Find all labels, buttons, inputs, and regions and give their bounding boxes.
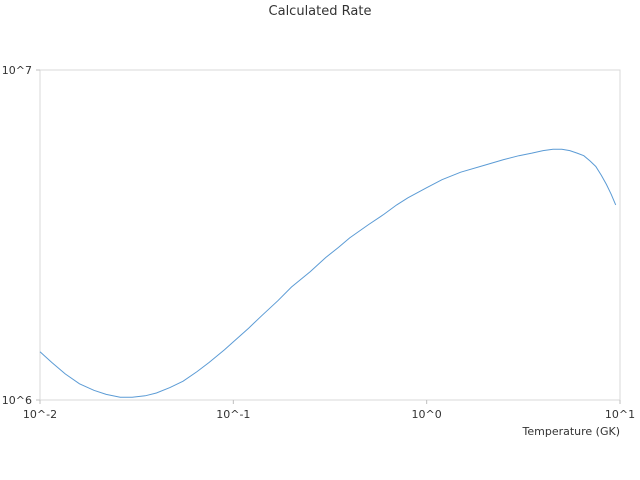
x-axis-label: Temperature (GK) [522,425,621,438]
x-tick-label: 10^-1 [216,408,250,421]
y-axis-ticks: 10^6 10^7 [2,64,40,407]
x-tick-label: 10^1 [605,408,635,421]
x-tick-label: 10^0 [412,408,442,421]
y-tick-label: 10^7 [2,64,32,77]
chart-title: Calculated Rate [268,4,372,19]
x-axis-ticks: 10^-2 10^-1 10^0 10^1 [23,400,635,421]
series-line [39,148,617,398]
y-tick-label: 10^6 [2,394,32,407]
x-tick-label: 10^-2 [23,408,57,421]
plot-area-frame [39,69,621,401]
